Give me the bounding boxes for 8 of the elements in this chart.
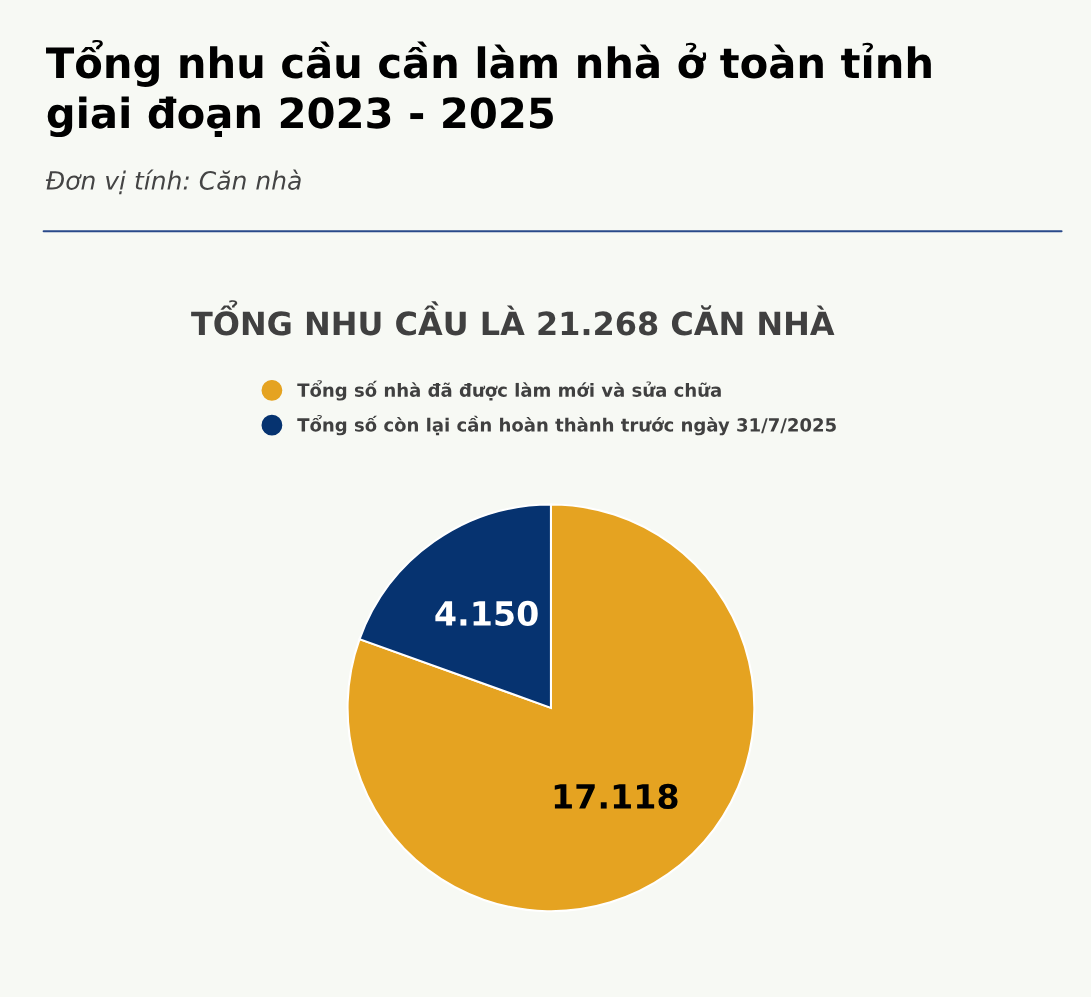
chart-subtitle: Đơn vị tính: Căn nhà bbox=[45, 169, 301, 195]
text: TỔNG NHU CẦU LÀ 21.268 CĂN NHÀ bbox=[191, 300, 835, 336]
chart-title: Tổng nhu cầu cần làm nhà ở toàn tỉnh giai đoạn 2023 - 2025 bbox=[46, 39, 931, 138]
legend-label: Tổng số nhà đã được làm mới và sửa chữa bbox=[297, 380, 721, 401]
data-label: 4.150 bbox=[435, 600, 538, 627]
data-label: 17.118 bbox=[554, 783, 678, 810]
legend-label: Tổng số còn lại cần hoàn thành trước ngày 31/7/2025 bbox=[297, 414, 836, 436]
pie-slice bbox=[346, 503, 756, 913]
